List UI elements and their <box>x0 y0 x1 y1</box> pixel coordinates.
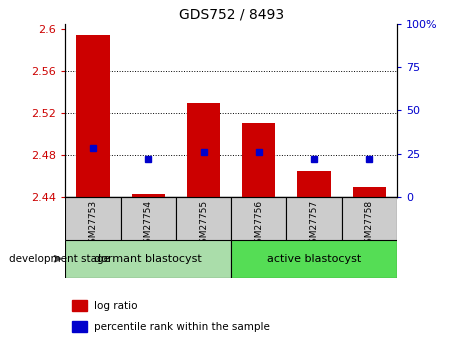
Text: log ratio: log ratio <box>93 301 137 311</box>
Bar <box>242 124 275 197</box>
Bar <box>298 170 331 197</box>
Bar <box>176 197 231 240</box>
Text: GSM27753: GSM27753 <box>88 200 97 249</box>
Text: GSM27755: GSM27755 <box>199 200 208 249</box>
Bar <box>231 197 286 240</box>
Text: dormant blastocyst: dormant blastocyst <box>94 254 202 264</box>
Text: GSM27758: GSM27758 <box>365 200 374 249</box>
Bar <box>65 240 231 278</box>
Bar <box>132 194 165 197</box>
Bar <box>72 300 87 311</box>
Bar <box>353 187 386 197</box>
Bar <box>121 197 176 240</box>
Title: GDS752 / 8493: GDS752 / 8493 <box>179 8 284 22</box>
Text: GSM27756: GSM27756 <box>254 200 263 249</box>
Bar <box>342 197 397 240</box>
Bar <box>65 197 121 240</box>
Bar <box>72 321 87 332</box>
Text: percentile rank within the sample: percentile rank within the sample <box>93 322 269 332</box>
Text: development stage: development stage <box>9 254 110 264</box>
Text: GSM27757: GSM27757 <box>309 200 318 249</box>
Bar <box>77 34 110 197</box>
Text: active blastocyst: active blastocyst <box>267 254 361 264</box>
Bar <box>187 102 220 197</box>
Bar <box>286 197 342 240</box>
Bar <box>231 240 397 278</box>
Text: GSM27754: GSM27754 <box>144 200 153 249</box>
